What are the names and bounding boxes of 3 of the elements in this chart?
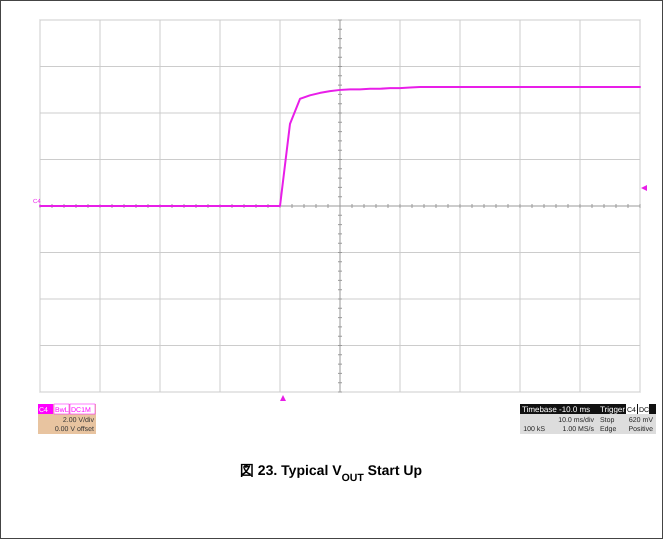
text: 図 23. Typical V$_{OUT}$ Start Up: [240, 462, 422, 484]
text: Trigger: [600, 405, 626, 414]
text: Timebase -10.0 ms: [522, 405, 590, 414]
